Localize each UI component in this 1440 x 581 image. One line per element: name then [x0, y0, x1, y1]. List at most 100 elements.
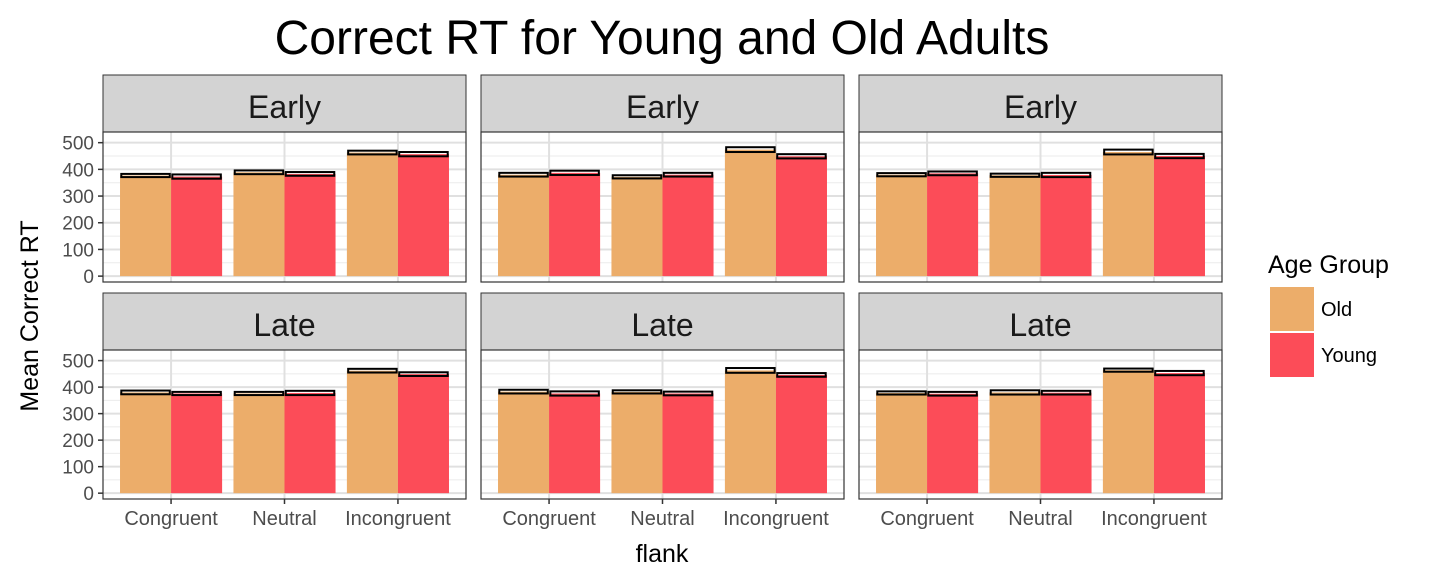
- strip-label: Early: [248, 89, 321, 125]
- panel-6: Late Congruent Neutral Incongruent: [858, 292, 1223, 530]
- error-bar: [398, 371, 449, 377]
- bar-young: [397, 154, 449, 277]
- strip-label: Late: [1009, 307, 1071, 343]
- bar-young: [662, 174, 714, 277]
- y-tick-label: 200: [62, 214, 94, 235]
- error-bar: [549, 390, 600, 397]
- panel-2: Early: [480, 74, 845, 283]
- strip-background: [858, 74, 1223, 133]
- error-bar: [927, 170, 978, 177]
- bar-young: [775, 374, 827, 494]
- bar-young: [171, 176, 223, 277]
- strip-label: Late: [253, 307, 315, 343]
- error-bar: [347, 149, 398, 156]
- bar-old: [1102, 370, 1154, 494]
- bar-young: [1040, 392, 1092, 494]
- error-bar: [611, 389, 663, 395]
- error-bar: [171, 173, 222, 180]
- panel-border: [102, 131, 467, 283]
- bar-old: [346, 370, 398, 494]
- panel-1: Early 0 100 200 300 400 500: [62, 74, 467, 288]
- error-bar: [120, 389, 171, 396]
- bar-old: [989, 175, 1041, 277]
- error-bar: [284, 171, 336, 177]
- bar-young: [171, 393, 223, 494]
- legend-label-old: Old: [1321, 299, 1352, 321]
- panel-border: [480, 131, 845, 283]
- legend-key-young: [1270, 333, 1314, 377]
- y-tick-label: 300: [62, 187, 94, 208]
- error-bar: [398, 151, 449, 158]
- y-tick-label: 100: [62, 458, 94, 479]
- y-tick-label: 0: [83, 267, 94, 288]
- panel-3: Early: [858, 74, 1223, 283]
- bar-young: [397, 374, 449, 494]
- facet-panels: Early 0 100 200 300 400 500 Early Early Late 0 100 2…: [62, 74, 1223, 530]
- bar-old: [724, 370, 776, 494]
- error-bar: [662, 171, 714, 178]
- error-bar: [662, 390, 714, 397]
- strip-label: Late: [631, 307, 693, 343]
- y-tick-label: 0: [83, 484, 94, 505]
- error-bar: [498, 171, 549, 178]
- y-tick-label: 500: [62, 352, 94, 373]
- bar-old: [611, 176, 663, 277]
- y-tick-label: 200: [62, 431, 94, 452]
- bar-old: [346, 152, 398, 277]
- error-bar: [549, 169, 600, 176]
- error-bar: [284, 389, 336, 397]
- error-bar: [1154, 152, 1205, 160]
- error-bar: [725, 146, 776, 154]
- strip-background: [102, 74, 467, 133]
- bar-young: [927, 173, 979, 277]
- bar-old: [120, 175, 172, 277]
- legend-key-old: [1270, 287, 1314, 331]
- y-tick-label: 100: [62, 240, 94, 261]
- y-tick-label: 400: [62, 378, 94, 399]
- legend-title: Age Group: [1268, 251, 1389, 279]
- bar-old: [989, 392, 1041, 494]
- bar-old: [876, 392, 928, 494]
- bar-young: [1153, 373, 1205, 494]
- y-tick-label: 500: [62, 134, 94, 155]
- bar-old: [233, 172, 285, 277]
- y-tick-label: 400: [62, 160, 94, 181]
- chart-title: Correct RT for Young and Old Adults: [275, 12, 1050, 65]
- error-bar: [1154, 369, 1205, 377]
- error-bar: [611, 174, 663, 180]
- x-tick-label: Incongruent: [1101, 508, 1207, 530]
- x-tick-label: Incongruent: [345, 508, 451, 530]
- bar-young: [1040, 174, 1092, 277]
- error-bar: [989, 389, 1041, 396]
- panel-4: Late 0 100 200 300 400 500 Congruent Neutral Inco…: [62, 292, 467, 530]
- bar-young: [927, 393, 979, 494]
- x-tick-label: Neutral: [252, 508, 316, 530]
- strip-background: [480, 292, 845, 351]
- bar-young: [1153, 156, 1205, 277]
- x-tick-label: Incongruent: [723, 508, 829, 530]
- legend: Age Group Old Young: [1268, 251, 1389, 377]
- bar-old: [611, 391, 663, 494]
- bar-young: [549, 393, 601, 494]
- error-bar: [725, 367, 776, 374]
- error-bar: [876, 172, 927, 178]
- strip-background: [102, 292, 467, 351]
- error-bar: [1103, 148, 1154, 156]
- bar-old: [498, 174, 550, 277]
- error-bar: [233, 390, 285, 397]
- strip-label: Early: [626, 89, 699, 125]
- y-tick-label: 300: [62, 405, 94, 426]
- error-bar: [927, 390, 978, 397]
- error-bar: [876, 390, 927, 396]
- y-axis-title: Mean Correct RT: [16, 220, 44, 411]
- error-bar: [347, 367, 398, 374]
- bar-old: [120, 392, 172, 494]
- error-bar: [1103, 367, 1154, 373]
- x-tick-label: Congruent: [502, 508, 596, 530]
- bar-old: [1102, 152, 1154, 277]
- bar-old: [876, 174, 928, 277]
- bar-young: [284, 173, 336, 277]
- error-bar: [1040, 389, 1092, 396]
- error-bar: [498, 388, 549, 395]
